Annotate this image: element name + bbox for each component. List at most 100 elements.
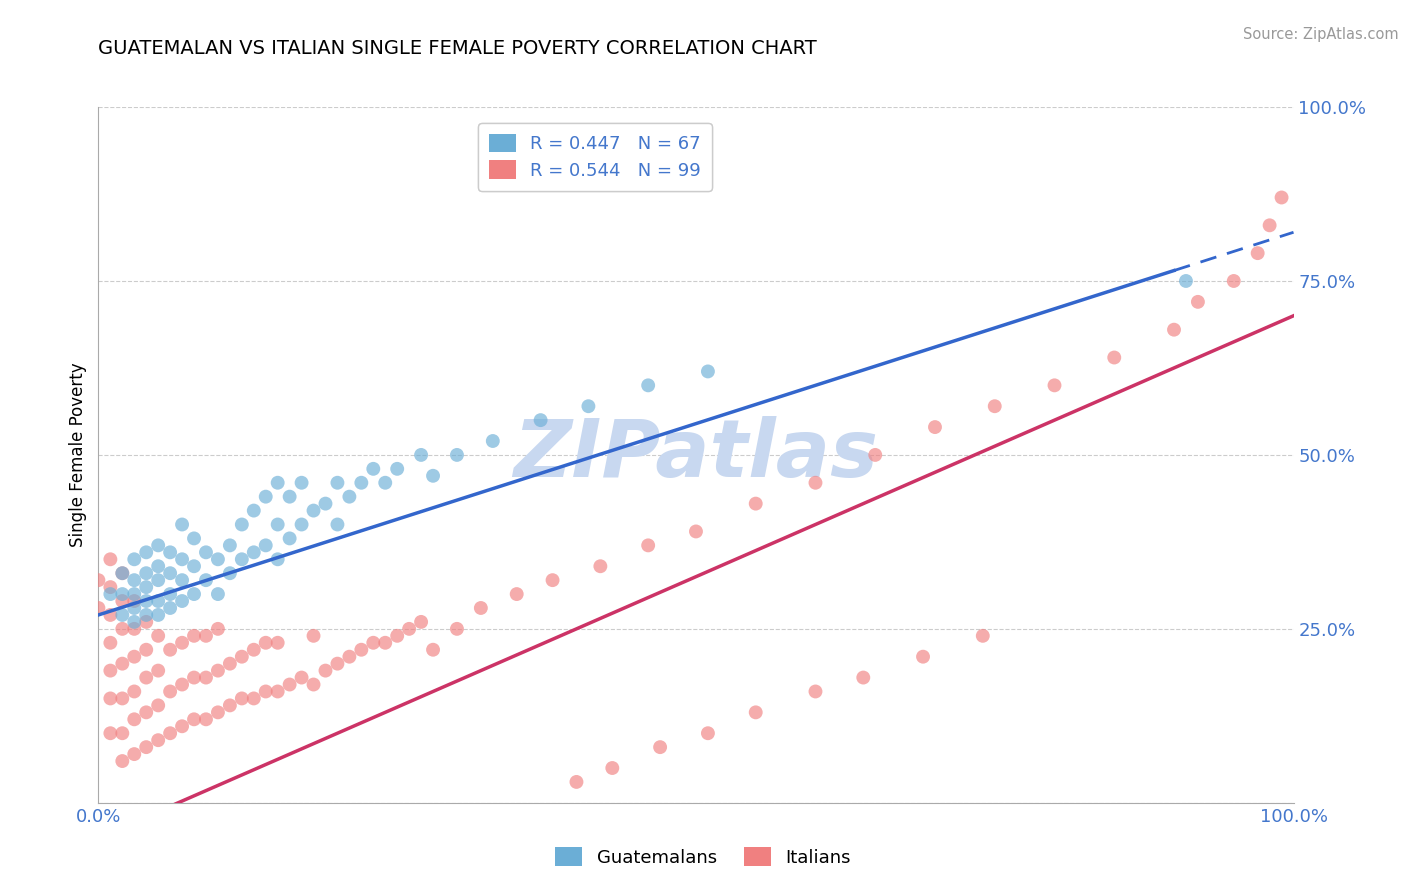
Point bbox=[148, 559, 170, 574]
Point bbox=[576, 399, 599, 413]
Point bbox=[98, 587, 122, 601]
Point bbox=[98, 552, 122, 566]
Point bbox=[363, 462, 385, 476]
Point bbox=[243, 503, 266, 517]
Point bbox=[852, 671, 875, 685]
Point bbox=[87, 601, 110, 615]
Point bbox=[315, 664, 337, 678]
Point bbox=[506, 587, 529, 601]
Point bbox=[243, 545, 266, 559]
Point bbox=[398, 622, 420, 636]
Point bbox=[159, 642, 181, 657]
Point bbox=[172, 636, 194, 650]
Point bbox=[648, 740, 672, 755]
Point bbox=[1102, 351, 1125, 365]
Point bbox=[135, 594, 157, 608]
Point bbox=[194, 712, 217, 726]
Point bbox=[254, 490, 277, 504]
Legend: Guatemalans, Italians: Guatemalans, Italians bbox=[548, 840, 858, 874]
Point bbox=[363, 636, 385, 650]
Point bbox=[159, 566, 181, 581]
Point bbox=[111, 607, 134, 622]
Point bbox=[159, 545, 181, 559]
Point bbox=[267, 475, 290, 490]
Point bbox=[194, 573, 217, 587]
Point bbox=[600, 761, 623, 775]
Point bbox=[637, 538, 659, 552]
Point bbox=[254, 636, 277, 650]
Point bbox=[219, 657, 242, 671]
Point bbox=[124, 594, 146, 608]
Point bbox=[124, 615, 146, 629]
Point bbox=[697, 364, 720, 378]
Point bbox=[385, 462, 409, 476]
Point bbox=[124, 649, 146, 664]
Point bbox=[350, 642, 373, 657]
Point bbox=[207, 552, 229, 566]
Point bbox=[267, 684, 290, 698]
Point bbox=[446, 448, 468, 462]
Point bbox=[374, 475, 396, 490]
Point bbox=[804, 475, 827, 490]
Point bbox=[470, 601, 492, 615]
Point bbox=[302, 629, 325, 643]
Point bbox=[111, 726, 134, 740]
Point bbox=[172, 594, 194, 608]
Point bbox=[1222, 274, 1246, 288]
Point bbox=[422, 468, 444, 483]
Point bbox=[254, 684, 277, 698]
Point bbox=[183, 559, 205, 574]
Point bbox=[111, 566, 134, 581]
Point bbox=[148, 607, 170, 622]
Point bbox=[183, 587, 205, 601]
Point bbox=[135, 580, 157, 594]
Point bbox=[290, 475, 312, 490]
Point bbox=[745, 706, 768, 720]
Text: ZIPatlas: ZIPatlas bbox=[513, 416, 879, 494]
Point bbox=[183, 712, 205, 726]
Point bbox=[194, 545, 217, 559]
Point bbox=[685, 524, 707, 539]
Point bbox=[207, 664, 229, 678]
Point bbox=[98, 636, 122, 650]
Point bbox=[278, 677, 301, 691]
Point bbox=[172, 573, 194, 587]
Point bbox=[911, 649, 934, 664]
Point bbox=[148, 538, 170, 552]
Point bbox=[565, 775, 588, 789]
Point bbox=[183, 532, 205, 546]
Point bbox=[219, 566, 242, 581]
Point bbox=[124, 587, 146, 601]
Point bbox=[326, 657, 349, 671]
Point bbox=[148, 594, 170, 608]
Point bbox=[589, 559, 612, 574]
Point bbox=[290, 517, 312, 532]
Point bbox=[124, 712, 146, 726]
Point bbox=[135, 706, 157, 720]
Point bbox=[529, 413, 551, 427]
Point bbox=[804, 684, 827, 698]
Point bbox=[135, 566, 157, 581]
Point bbox=[207, 587, 229, 601]
Point bbox=[148, 698, 170, 713]
Point bbox=[219, 538, 242, 552]
Point bbox=[111, 594, 134, 608]
Point bbox=[231, 552, 253, 566]
Point bbox=[422, 642, 444, 657]
Point bbox=[350, 475, 373, 490]
Point bbox=[98, 664, 122, 678]
Point bbox=[111, 622, 134, 636]
Text: Source: ZipAtlas.com: Source: ZipAtlas.com bbox=[1243, 27, 1399, 42]
Point bbox=[135, 607, 157, 622]
Point bbox=[172, 677, 194, 691]
Point bbox=[124, 684, 146, 698]
Point bbox=[159, 601, 181, 615]
Point bbox=[111, 691, 134, 706]
Point bbox=[1163, 323, 1185, 337]
Point bbox=[98, 580, 122, 594]
Point bbox=[111, 754, 134, 768]
Point bbox=[172, 719, 194, 733]
Point bbox=[411, 448, 433, 462]
Point bbox=[1271, 190, 1294, 204]
Point bbox=[135, 740, 157, 755]
